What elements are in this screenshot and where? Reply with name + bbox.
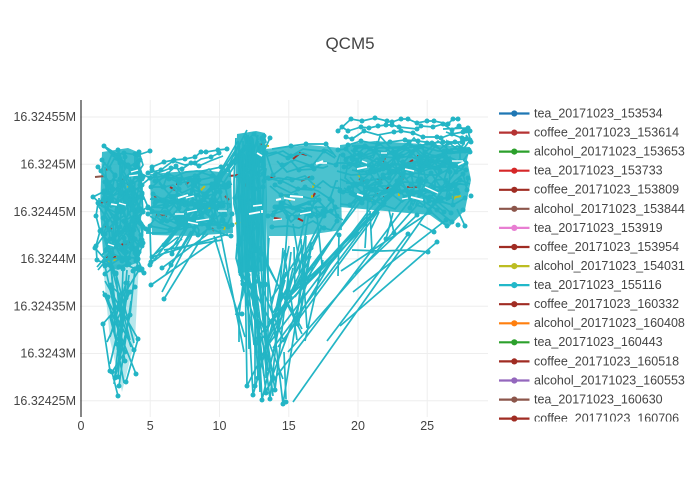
svg-text:16.3245M: 16.3245M [20, 158, 76, 172]
svg-text:tea_20171023_153733: tea_20171023_153733 [534, 164, 663, 178]
svg-text:alcohol_20171023_160408: alcohol_20171023_160408 [534, 316, 685, 330]
svg-text:5: 5 [147, 419, 154, 433]
svg-text:15: 15 [282, 419, 296, 433]
svg-text:QCM5: QCM5 [325, 34, 374, 53]
svg-text:coffee_20171023_153614: coffee_20171023_153614 [534, 126, 679, 140]
svg-text:alcohol_20171023_153844: alcohol_20171023_153844 [534, 202, 685, 216]
svg-text:coffee_20171023_160706: coffee_20171023_160706 [534, 412, 679, 426]
svg-text:tea_20171023_155116: tea_20171023_155116 [534, 278, 662, 292]
svg-text:tea_20171023_153919: tea_20171023_153919 [534, 221, 663, 235]
svg-text:coffee_20171023_153954: coffee_20171023_153954 [534, 240, 679, 254]
svg-text:16.3243M: 16.3243M [20, 347, 76, 361]
svg-text:alcohol_20171023_154031: alcohol_20171023_154031 [534, 259, 685, 273]
svg-text:tea_20171023_160630: tea_20171023_160630 [534, 392, 663, 406]
svg-text:25: 25 [420, 419, 434, 433]
svg-text:16.3244M: 16.3244M [20, 252, 76, 266]
svg-text:16.32425M: 16.32425M [13, 394, 76, 408]
svg-text:16.32455M: 16.32455M [13, 110, 76, 124]
svg-text:tea_20171023_153534: tea_20171023_153534 [534, 106, 663, 120]
svg-text:16.32435M: 16.32435M [13, 299, 76, 313]
svg-text:10: 10 [213, 419, 227, 433]
svg-text:coffee_20171023_160518: coffee_20171023_160518 [534, 354, 679, 368]
svg-text:coffee_20171023_153809: coffee_20171023_153809 [534, 183, 679, 197]
svg-text:0: 0 [78, 419, 85, 433]
svg-text:alcohol_20171023_153653: alcohol_20171023_153653 [534, 145, 685, 159]
svg-text:alcohol_20171023_160553: alcohol_20171023_160553 [534, 373, 685, 387]
svg-text:coffee_20171023_160332: coffee_20171023_160332 [534, 297, 679, 311]
svg-text:tea_20171023_160443: tea_20171023_160443 [534, 335, 663, 349]
svg-text:20: 20 [351, 419, 365, 433]
svg-text:16.32445M: 16.32445M [13, 205, 76, 219]
